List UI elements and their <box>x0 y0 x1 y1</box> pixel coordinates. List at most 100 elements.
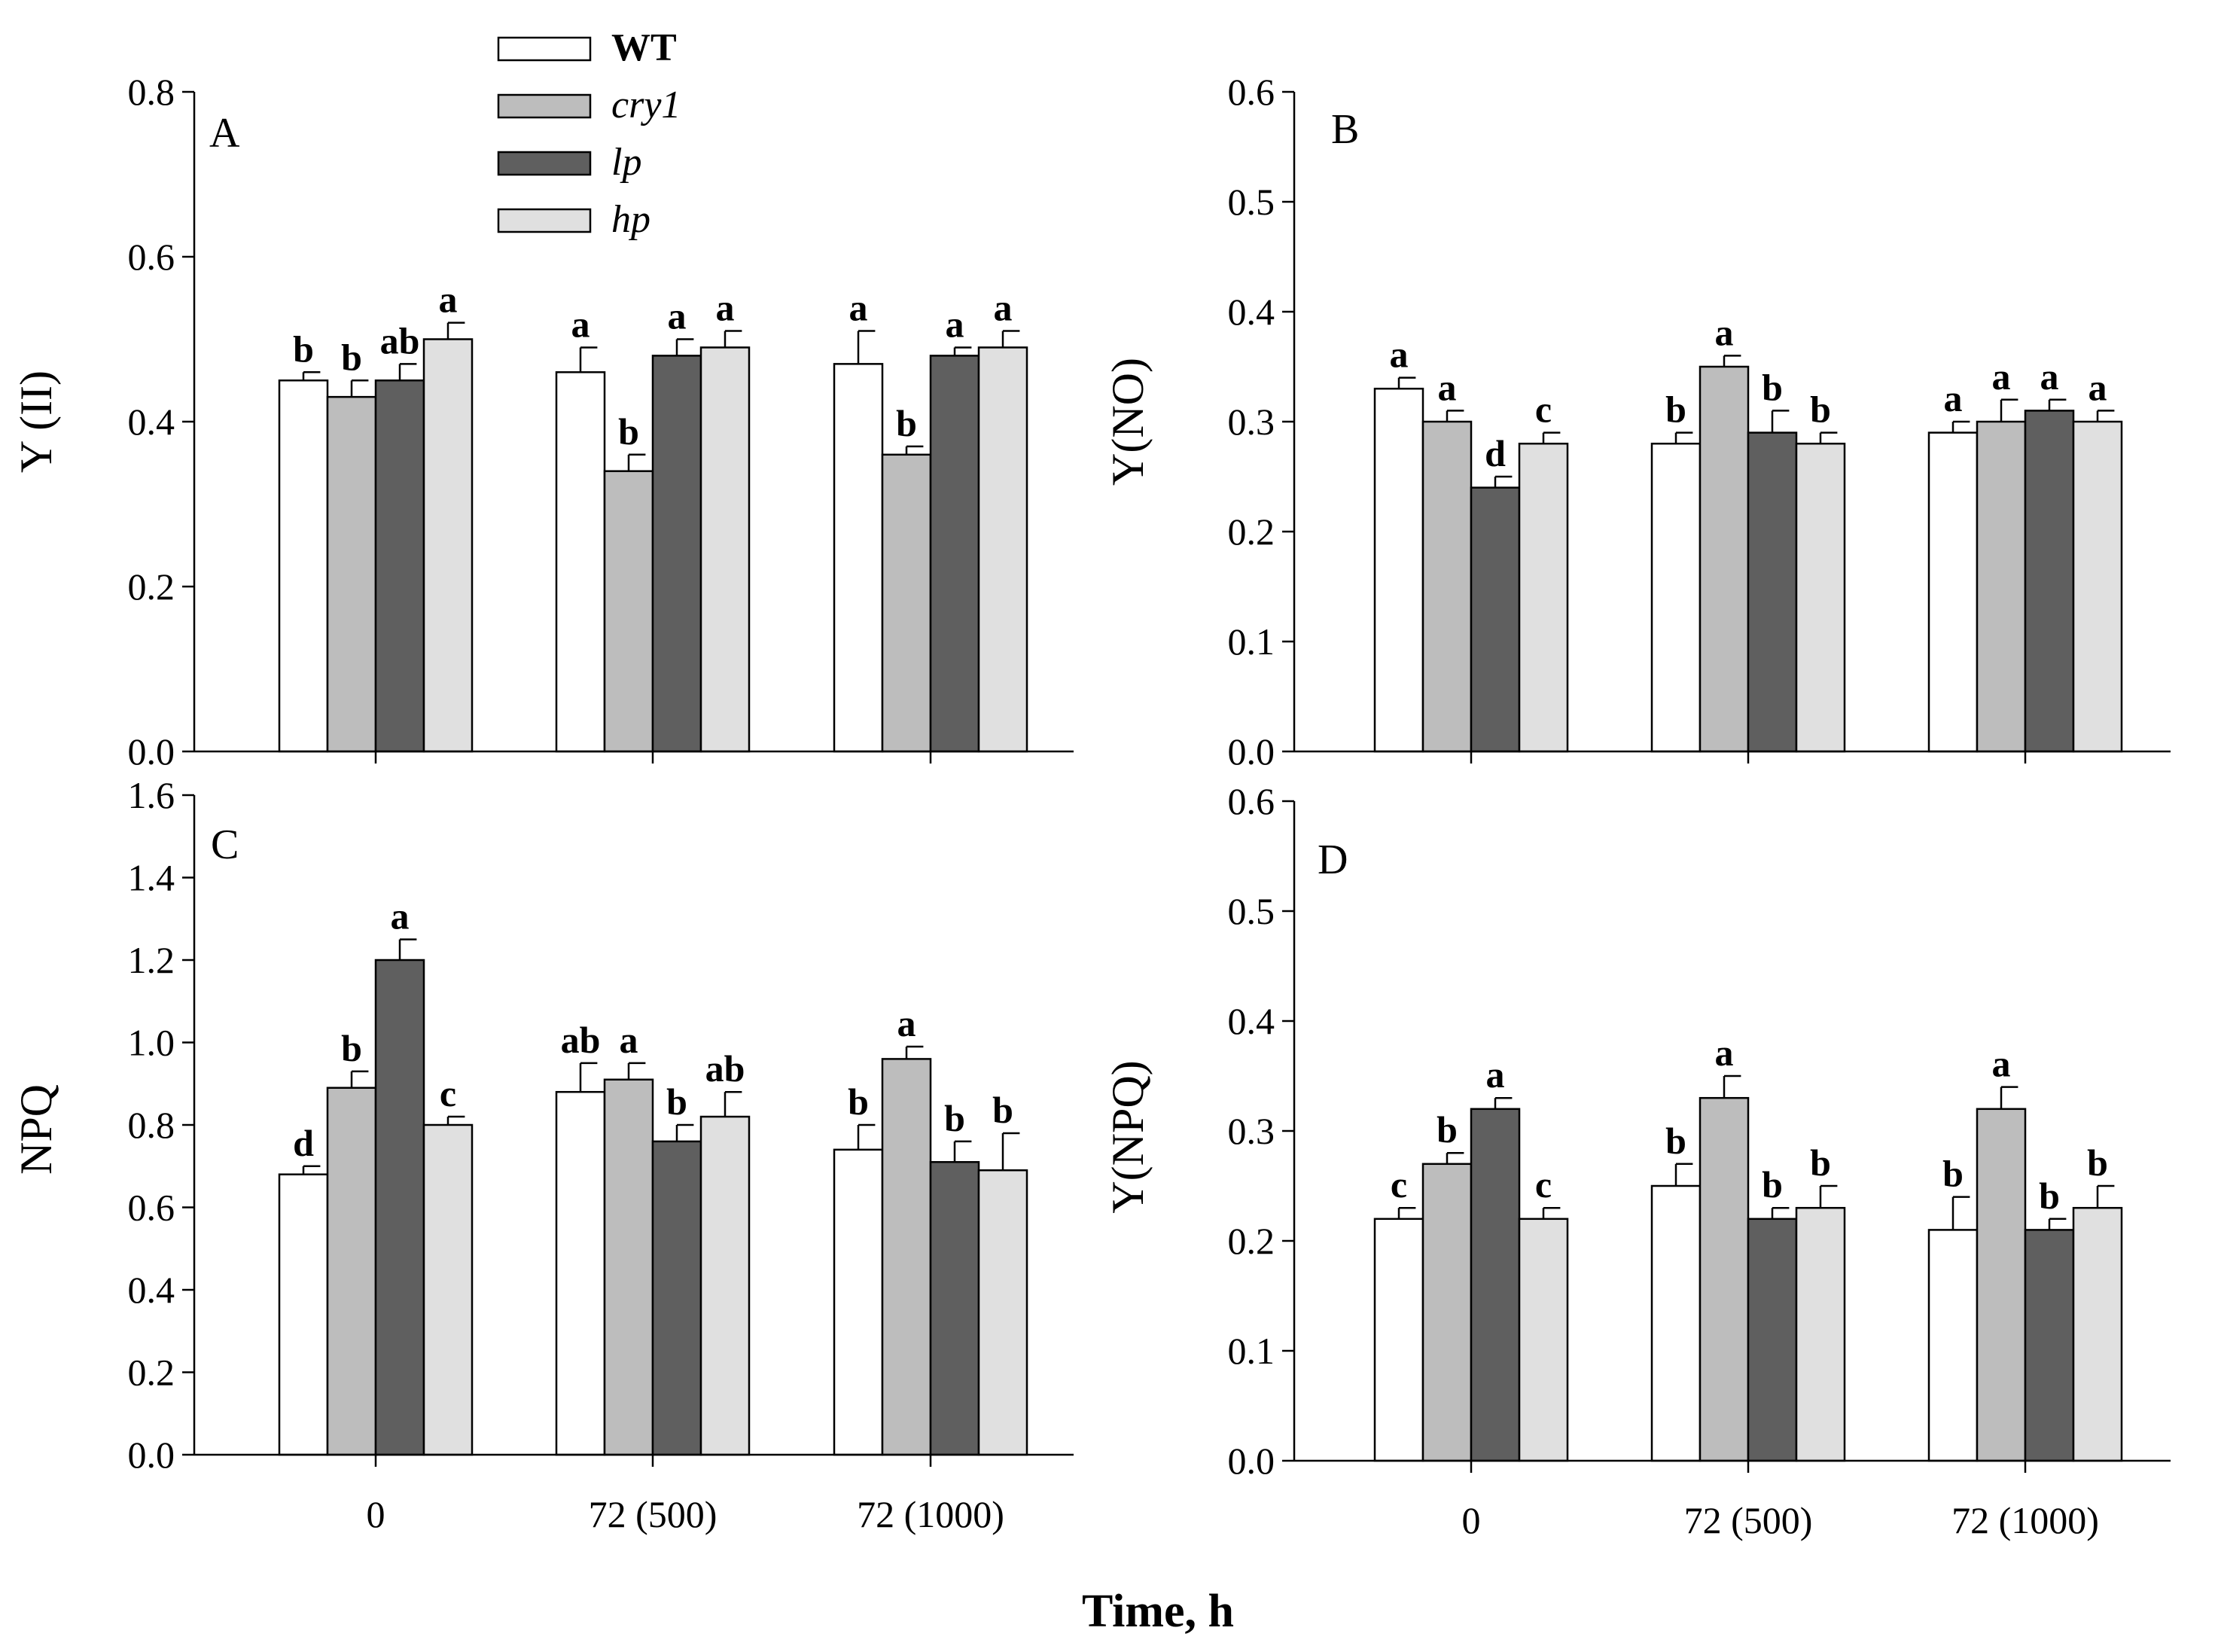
y-tick-label: 0.5 <box>1228 890 1275 932</box>
sig-letter-hp-1: b <box>1810 1141 1831 1184</box>
x-axis-title: Time, h <box>1082 1586 1234 1637</box>
bar-WT-2 <box>1927 1229 1979 1462</box>
sig-letter-WT-1: ab <box>561 1019 601 1061</box>
y-tick-label: 0.2 <box>128 565 175 608</box>
sig-letter-hp-1: ab <box>705 1047 745 1090</box>
y-tick-label: 0.4 <box>128 1269 175 1311</box>
bar-lp-1 <box>651 355 702 753</box>
sig-letter-lp-1: b <box>1762 366 1783 408</box>
y-tick-label: 0.3 <box>1228 1110 1275 1152</box>
bar-cry1-2 <box>881 453 932 753</box>
bar-lp-2 <box>929 355 980 753</box>
sig-letter-lp-0: d <box>1485 432 1506 474</box>
y-tick-label: 1.2 <box>128 939 175 981</box>
sig-letter-hp-0: c <box>1535 1163 1552 1205</box>
sig-letter-cry1-2: a <box>1992 355 2011 398</box>
bar-lp-0 <box>374 959 425 1456</box>
bar-hp-2 <box>977 1169 1028 1456</box>
sig-letter-lp-0: ab <box>380 319 420 361</box>
x-tick-label: 72 (1000) <box>857 1493 1004 1535</box>
bar-lp-2 <box>929 1161 980 1456</box>
sig-letter-WT-0: c <box>1391 1163 1407 1205</box>
sig-letter-cry1-1: a <box>1715 1032 1734 1074</box>
sig-letter-hp-2: b <box>992 1089 1013 1131</box>
sig-letter-lp-1: a <box>668 295 687 337</box>
x-tick-label: 0 <box>1462 1499 1481 1541</box>
y-tick-label: 0.6 <box>1228 71 1275 113</box>
bar-cry1-0 <box>1421 1163 1473 1462</box>
y-tick-label: 0.0 <box>128 1434 175 1476</box>
sig-letter-cry1-2: a <box>897 1002 916 1044</box>
y-axis-label: Y(NPQ) <box>1103 1060 1153 1213</box>
legend-label-cry1: cry1 <box>611 84 681 126</box>
bar-hp-2 <box>2072 1206 2123 1462</box>
y-tick-label: 0.8 <box>128 71 175 113</box>
sig-letter-WT-0: d <box>293 1122 314 1164</box>
y-tick-label: 0.2 <box>128 1352 175 1394</box>
bar-WT-0 <box>1373 1218 1424 1462</box>
panel-letter: C <box>211 821 239 868</box>
bar-cry1-0 <box>1421 420 1473 753</box>
sig-letter-cry1-1: a <box>620 1019 638 1061</box>
y-tick-label: 0.1 <box>1228 1330 1275 1372</box>
y-tick-label: 0.4 <box>1228 1000 1275 1042</box>
sig-letter-WT-1: a <box>571 303 590 345</box>
bar-hp-1 <box>699 1115 751 1456</box>
legend-swatch-cry1 <box>497 93 592 119</box>
sig-letter-lp-2: b <box>2039 1175 2060 1217</box>
sig-letter-lp-1: b <box>1762 1163 1783 1205</box>
y-tick-label: 0.6 <box>1228 780 1275 822</box>
sig-letter-cry1-1: b <box>618 410 639 453</box>
bar-cry1-1 <box>603 1078 654 1456</box>
sig-letter-WT-2: b <box>848 1081 869 1123</box>
bar-WT-2 <box>833 363 884 753</box>
bar-cry1-0 <box>326 395 377 753</box>
sig-letter-WT-1: b <box>1665 1120 1686 1162</box>
sig-letter-hp-1: a <box>716 287 735 329</box>
bar-WT-1 <box>1650 1184 1702 1462</box>
y-axis-label: NPQ <box>11 1084 61 1175</box>
bar-lp-0 <box>1470 486 1521 753</box>
y-tick-label: 0.3 <box>1228 401 1275 443</box>
bar-cry1-2 <box>1976 420 2027 753</box>
bar-cry1-1 <box>1699 1096 1750 1462</box>
panel-letter: B <box>1331 106 1359 153</box>
bar-lp-1 <box>1747 1218 1798 1462</box>
bar-hp-1 <box>1795 1206 1846 1462</box>
sig-letter-lp-0: a <box>391 895 410 937</box>
y-tick-label: 0.0 <box>1228 730 1275 773</box>
bar-WT-0 <box>1373 387 1424 753</box>
bar-WT-0 <box>278 379 329 753</box>
y-tick-label: 0.1 <box>1228 620 1275 663</box>
panel-letter: A <box>209 110 240 157</box>
sig-letter-lp-2: b <box>944 1097 965 1139</box>
bar-lp-2 <box>2024 1229 2075 1462</box>
sig-letter-lp-1: b <box>666 1081 687 1123</box>
sig-letter-cry1-2: b <box>896 402 917 444</box>
bar-lp-0 <box>1470 1108 1521 1462</box>
y-axis-label: Y(NO) <box>1103 358 1153 486</box>
legend: WT cry1 lp hp <box>497 26 681 241</box>
sig-letter-WT-2: b <box>1942 1153 1964 1195</box>
bar-hp-0 <box>1518 1218 1569 1462</box>
legend-label-hp: hp <box>611 198 650 241</box>
x-tick-label: 0 <box>367 1493 385 1535</box>
bar-WT-1 <box>555 1090 606 1456</box>
bar-hp-2 <box>977 346 1028 753</box>
x-tick-label: 72 (500) <box>589 1493 717 1535</box>
bar-WT-2 <box>833 1148 884 1456</box>
bar-hp-1 <box>699 346 751 753</box>
bar-WT-1 <box>555 371 606 753</box>
legend-label-lp: lp <box>611 141 641 184</box>
bar-WT-1 <box>1650 442 1702 753</box>
y-tick-label: 0.6 <box>128 1187 175 1229</box>
bar-cry1-2 <box>1976 1108 2027 1462</box>
bar-hp-2 <box>2072 420 2123 753</box>
y-tick-label: 0.0 <box>128 730 175 773</box>
legend-swatch-WT <box>497 36 592 62</box>
bar-WT-2 <box>1927 431 1979 753</box>
